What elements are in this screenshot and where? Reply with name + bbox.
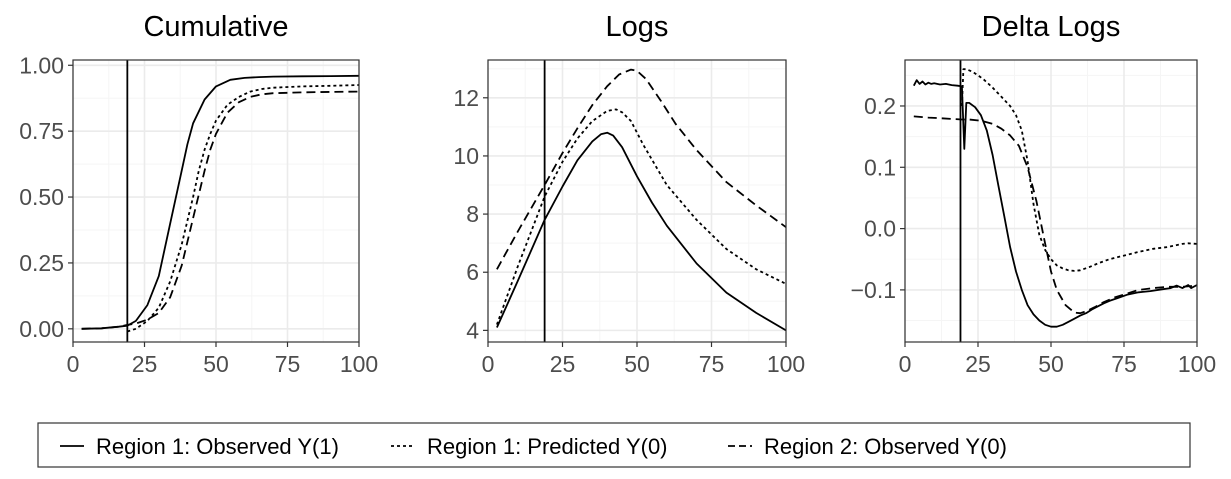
series-line-solid <box>496 131 787 332</box>
y-tick-label: 0.1 <box>864 154 896 180</box>
legend-label: Region 2: Observed Y(0) <box>764 434 1007 459</box>
x-tick-label: 25 <box>550 351 576 377</box>
x-tick-label: 50 <box>624 351 650 377</box>
x-tick-label: 25 <box>132 351 158 377</box>
series-line-dashed <box>496 68 787 270</box>
legend: Region 1: Observed Y(1) Region 1: Predict… <box>37 422 1191 468</box>
legend-box <box>37 422 1191 468</box>
x-tick-label: 100 <box>340 351 378 377</box>
series-line-solid <box>913 79 1198 328</box>
y-tick-label: 0.2 <box>864 93 896 119</box>
y-tick-label: −0.1 <box>851 277 896 303</box>
series-line-dashed <box>81 90 360 330</box>
y-tick-label: 0.00 <box>19 316 64 342</box>
panel-1: Cumulative 0 25 50 75 100 0.00 0.25 0.50 0.75 1.00 <box>19 11 378 377</box>
x-tick-label: 75 <box>1111 351 1137 377</box>
series-line-dashed <box>913 115 1198 315</box>
y-tick-label: 0.25 <box>19 250 64 276</box>
series-line-dotted <box>127 84 360 333</box>
series-line-dotted <box>961 68 1198 272</box>
y-tick-label: 0.50 <box>19 184 64 210</box>
y-tick-label: 0.0 <box>864 216 896 242</box>
x-tick-label: 75 <box>275 351 301 377</box>
y-tick-label: 1.00 <box>19 52 64 78</box>
y-tick-label: 10 <box>453 143 479 169</box>
x-tick-label: 50 <box>203 351 229 377</box>
panel-2: Logs 0 25 50 75 100 4 6 8 10 12 <box>453 11 805 377</box>
y-tick-label: 4 <box>466 317 479 343</box>
y-tick-label: 12 <box>453 85 479 111</box>
panel-3: Delta Logs 0 25 50 75 100 −0.1 0.0 0.1 0.2 <box>851 11 1217 377</box>
y-tick-label: 0.75 <box>19 118 64 144</box>
series-line-dotted <box>496 108 787 325</box>
x-tick-label: 75 <box>699 351 725 377</box>
x-tick-label: 100 <box>1178 351 1216 377</box>
panel-title: Logs <box>606 11 669 43</box>
x-tick-label: 50 <box>1038 351 1064 377</box>
legend-label: Region 1: Observed Y(1) <box>96 434 339 459</box>
y-tick-label: 8 <box>466 201 479 227</box>
legend-label: Region 1: Predicted Y(0) <box>427 434 668 459</box>
panel-title: Cumulative <box>143 11 288 43</box>
x-tick-label: 100 <box>767 351 805 377</box>
x-tick-label: 25 <box>965 351 991 377</box>
x-tick-label: 0 <box>482 351 495 377</box>
y-tick-label: 6 <box>466 259 479 285</box>
x-tick-label: 0 <box>67 351 80 377</box>
panel-title: Delta Logs <box>982 11 1121 43</box>
x-tick-label: 0 <box>899 351 912 377</box>
